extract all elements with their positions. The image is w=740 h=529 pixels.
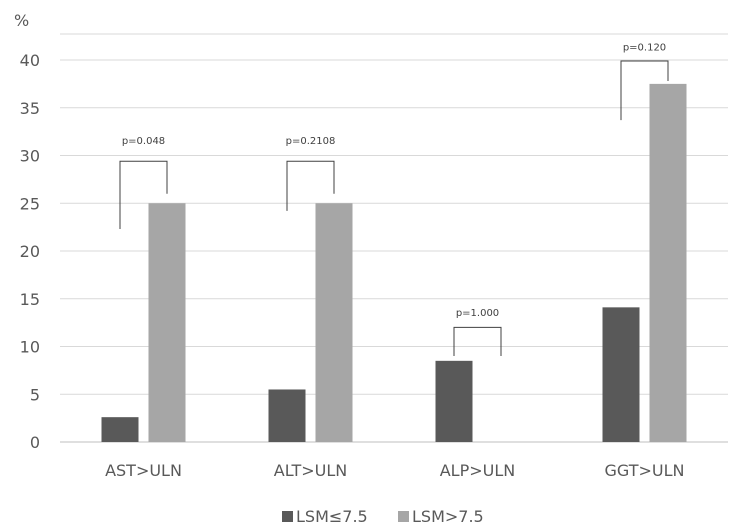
significance-bracket [119,160,168,230]
bar-lsm-low-3 [602,307,640,442]
bar-lsm-low-2 [435,360,473,442]
legend-label: LSM≤7.5 [296,507,368,526]
p-value-label: p=1.000 [456,308,499,319]
significance-bracket [453,326,502,357]
p-value-label: p=0.2108 [286,136,336,147]
bar-lsm-high-1 [315,203,353,442]
y-tick-label: 20 [20,242,40,261]
y-tick-label: 35 [20,99,40,118]
bars [101,83,687,442]
legend-swatch [398,511,409,522]
legend-label: LSM>7.5 [412,507,484,526]
significance-brackets: p=0.048 p=0.2108 p=1.000 p=0.120 [119,42,669,357]
y-tick-label: 40 [20,51,40,70]
y-tick-label: 0 [30,433,40,452]
p-value-label: p=0.120 [623,42,666,53]
y-tick-label: 25 [20,194,40,213]
bar-lsm-high-0 [148,203,186,442]
x-category-label: AST>ULN [105,461,182,480]
x-category-label: ALP>ULN [440,461,516,480]
significance-bracket [286,160,335,211]
y-tick-label: 5 [30,385,40,404]
p-value-label: p=0.048 [122,136,165,147]
x-category-labels: AST>ULN ALT>ULN ALP>ULN GGT>ULN [105,461,684,480]
bar-lsm-low-0 [101,417,139,442]
x-category-label: GGT>ULN [605,461,685,480]
x-category-label: ALT>ULN [274,461,347,480]
y-tick-label: 30 [20,147,40,166]
y-tick-label: 15 [20,290,40,309]
legend: LSM≤7.5 LSM>7.5 [282,507,484,526]
bar-lsm-high-3 [649,83,687,442]
y-tick-labels: 0 5 10 15 20 25 30 35 40 [20,51,40,452]
significance-bracket [620,60,669,121]
y-tick-label: 10 [20,338,40,357]
y-unit-label: % [14,11,29,30]
legend-swatch [282,511,293,522]
bar-lsm-low-1 [268,389,306,442]
